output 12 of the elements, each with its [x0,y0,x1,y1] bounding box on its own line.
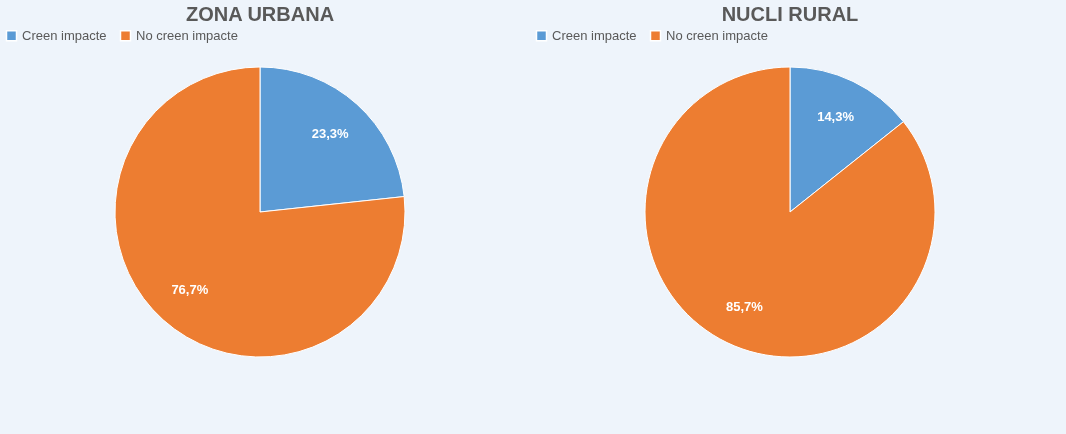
chart-title: ZONA URBANA [185,3,335,25]
pie-slice [114,66,406,358]
data-label: 76,7% [171,282,209,298]
data-label: 14,3% [817,109,855,125]
pie-slice [644,66,936,358]
legend-label: No creen impacte [136,27,238,43]
data-label: 23,3% [311,125,350,141]
legend-label: Creen impacte [552,27,637,43]
data-label: 85,7% [725,298,764,314]
legend-label: Creen impacte [22,27,107,43]
chart-title: NUCLI RURAL [721,3,859,25]
legend-label: No creen impacte [666,27,768,43]
